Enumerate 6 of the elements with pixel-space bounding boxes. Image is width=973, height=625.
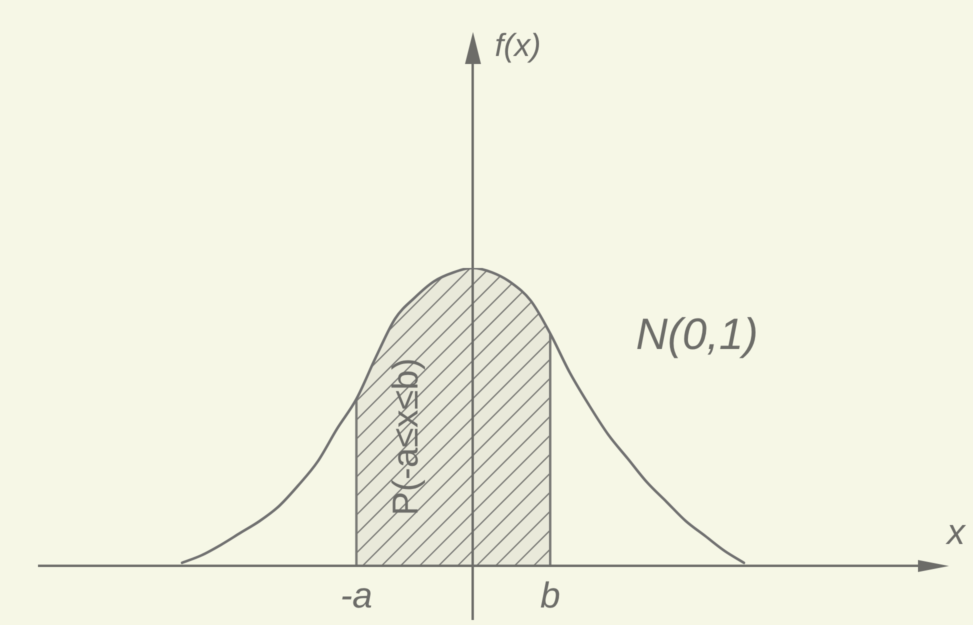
x-tick-label: b — [540, 574, 560, 616]
band-label: P(-a≤x≤b) — [384, 358, 426, 516]
text: f(x) — [494, 26, 541, 63]
text: x — [945, 510, 967, 552]
x-tick-label: -a — [340, 574, 372, 616]
annotation: N(0,1) — [636, 310, 758, 360]
